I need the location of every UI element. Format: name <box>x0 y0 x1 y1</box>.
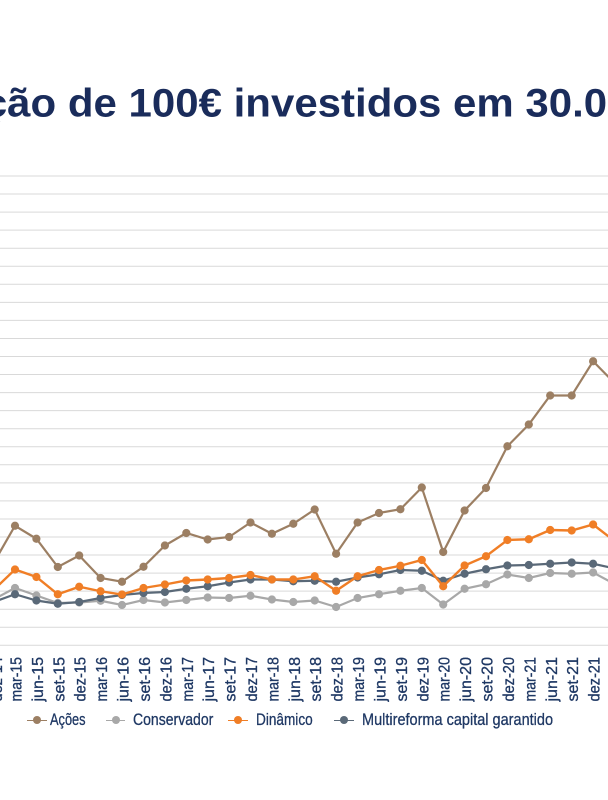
svg-text:set-16: set-16 <box>137 657 154 702</box>
svg-text:dez-19: dez-19 <box>415 657 432 702</box>
svg-text:dez-21: dez-21 <box>587 657 604 702</box>
svg-text:set-17: set-17 <box>223 657 240 702</box>
svg-text:jun-15: jun-15 <box>30 657 47 703</box>
svg-text:jun-19: jun-19 <box>373 657 390 703</box>
svg-text:jun-17: jun-17 <box>201 657 218 703</box>
svg-text:jun-16: jun-16 <box>116 657 133 703</box>
svg-text:set-19: set-19 <box>394 657 411 702</box>
svg-text:mar-17: mar-17 <box>180 657 197 702</box>
svg-text:mar-19: mar-19 <box>351 657 368 702</box>
svg-text:dez-15: dez-15 <box>73 657 90 702</box>
svg-text:set-21: set-21 <box>565 657 582 702</box>
svg-text:dez-16: dez-16 <box>158 657 175 702</box>
svg-text:set-20: set-20 <box>480 657 497 702</box>
svg-text:dez-20: dez-20 <box>501 657 518 702</box>
svg-text:dez-17: dez-17 <box>244 657 261 702</box>
svg-text:mar-18: mar-18 <box>265 657 282 702</box>
svg-text:jun-20: jun-20 <box>458 657 475 703</box>
svg-text:dez-14: dez-14 <box>0 657 6 702</box>
svg-text:mar-15: mar-15 <box>9 657 26 702</box>
svg-text:mar-20: mar-20 <box>437 657 454 702</box>
svg-text:mar-21: mar-21 <box>522 657 539 702</box>
svg-text:set-18: set-18 <box>308 657 325 702</box>
svg-text:jun-21: jun-21 <box>544 657 561 703</box>
svg-text:dez-18: dez-18 <box>330 657 347 702</box>
svg-text:mar-16: mar-16 <box>94 657 111 702</box>
svg-text:jun-18: jun-18 <box>287 657 304 703</box>
svg-text:set-15: set-15 <box>51 657 68 702</box>
